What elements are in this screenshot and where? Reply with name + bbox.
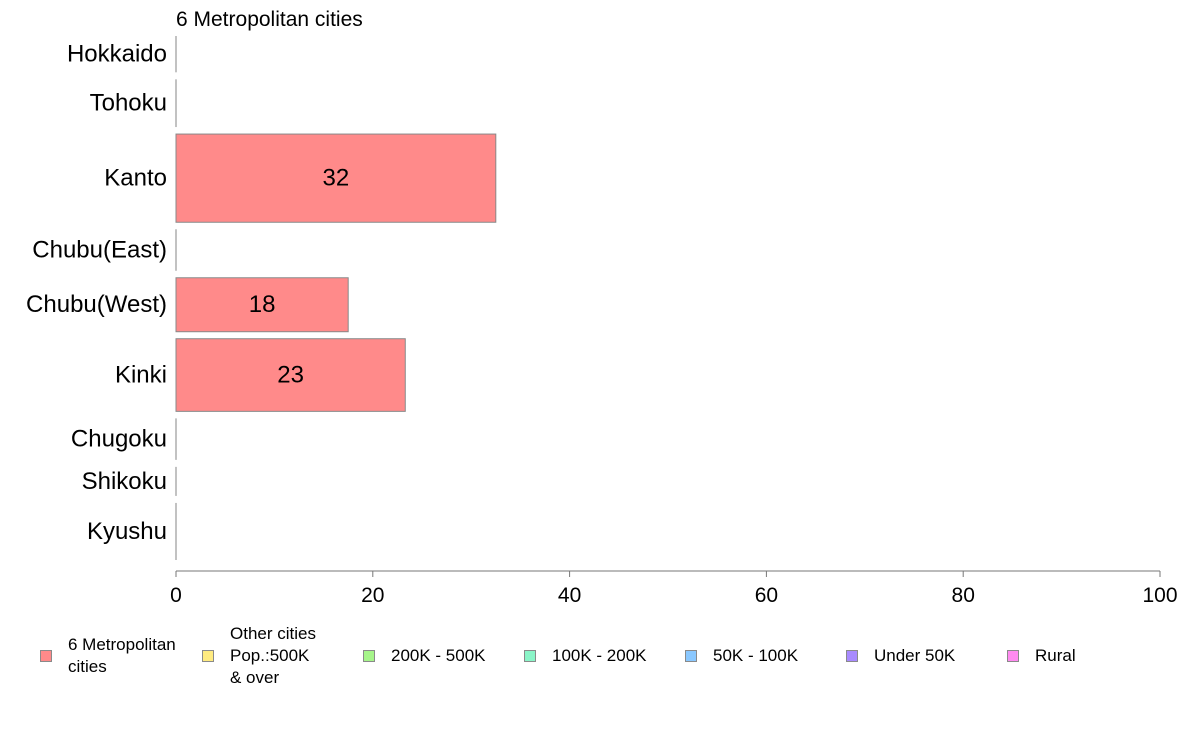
legend-label: Rural [1035,646,1076,665]
category-label: Chubu(East) [32,237,167,264]
legend-swatch [524,650,536,662]
category-label: Hokkaido [67,41,167,68]
chart-legend: 6 Metropolitan cities Other cities Pop.:… [0,616,1188,696]
legend-swatch [846,650,858,662]
legend-item: Rural [1007,616,1076,696]
chart-title: 6 Metropolitan cities [176,8,363,31]
x-tick-label: 60 [755,584,778,607]
legend-item: Other cities Pop.:500K & over [202,616,316,696]
bar [175,133,497,223]
category-label: Chubu(West) [26,291,167,318]
legend-swatch [685,650,697,662]
bar [175,338,406,412]
legend-item: 200K - 500K [363,616,486,696]
legend-item: 6 Metropolitan cities [40,616,176,696]
category-label: Kinki [115,362,167,389]
category-label: Chugoku [71,426,167,453]
x-axis: 0 20 40 60 80 100 [170,570,1178,607]
x-tick-label: 40 [558,584,581,607]
legend-swatch [1007,650,1019,662]
legend-item: 50K - 100K [685,616,798,696]
x-tick-label: 0 [170,584,182,607]
legend-swatch [202,650,214,662]
legend-swatch [40,650,52,662]
bar [175,277,349,333]
bars-layer: 32 18 23 [175,36,497,560]
legend-label: Under 50K [874,646,956,665]
x-tick-label: 80 [952,584,975,607]
x-tick-label: 100 [1142,584,1177,607]
legend-item: Under 50K [846,616,955,696]
legend-label: Other cities Pop.:500K & over [230,624,316,687]
legend-label: 100K - 200K [552,646,647,665]
category-label: Kanto [104,165,167,192]
legend-swatch [363,650,375,662]
bar-value-label: 18 [249,291,276,318]
category-label: Kyushu [87,518,167,545]
bar-value-label: 32 [323,165,350,192]
legend-label: 6 Metropolitan cities [68,635,176,676]
legend-label: 50K - 100K [713,646,799,665]
category-label: Shikoku [82,468,167,495]
category-label: Tohoku [90,90,167,117]
legend-item: 100K - 200K [524,616,647,696]
x-tick-label: 20 [361,584,384,607]
bar-value-label: 23 [277,362,304,389]
legend-label: 200K - 500K [391,646,486,665]
